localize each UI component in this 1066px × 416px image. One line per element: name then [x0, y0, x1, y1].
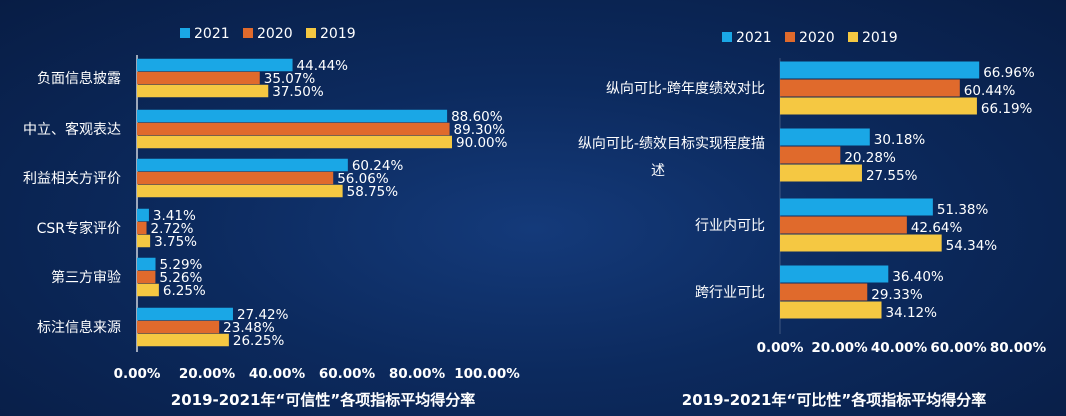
value-label: 3.75%	[154, 234, 197, 250]
bar-2019-0	[780, 97, 977, 115]
value-label: 60.44%	[964, 83, 1016, 99]
bar-2021-1	[137, 109, 448, 123]
legend-label-2021: 2021	[736, 30, 772, 46]
legend-swatch-2020	[785, 32, 795, 42]
bar-2019-2	[780, 234, 942, 252]
category-label: CSR专家评价	[37, 220, 121, 237]
legend-label-2020: 2020	[257, 26, 293, 42]
x-tick-label: 20.00%	[179, 366, 236, 382]
bar-2020-1	[780, 146, 841, 164]
bar-2021-0	[780, 61, 980, 79]
x-tick-label: 100.00%	[454, 366, 520, 382]
value-label: 44.44%	[297, 58, 349, 74]
credibility-chart: 2021 2020 2019 44.44%35.07%37.50% 负面信息披露 88.6…	[23, 26, 520, 409]
bar-2020-0	[780, 79, 960, 97]
category-label: 跨行业可比	[695, 285, 765, 301]
legend-label-2021: 2021	[194, 26, 230, 42]
x-tick-label: 40.00%	[871, 340, 928, 356]
value-label: 27.55%	[866, 168, 918, 184]
legend-swatch-2021	[722, 32, 732, 42]
bar-2021-0	[137, 58, 293, 72]
bar-2019-1	[780, 164, 862, 182]
value-label: 34.12%	[886, 305, 938, 321]
bar-2020-1	[137, 122, 450, 136]
category-label: 标注信息来源	[37, 319, 121, 336]
value-label: 20.28%	[844, 150, 896, 166]
bar-2020-3	[780, 283, 868, 301]
bar-2021-2	[780, 198, 933, 216]
bar-2021-3	[780, 265, 889, 283]
bar-2021-1	[780, 128, 870, 146]
legend-swatch-2020	[243, 28, 253, 38]
value-label: 89.30%	[454, 122, 506, 138]
category-label: 中立、客观表达	[23, 121, 121, 138]
value-label: 51.38%	[937, 202, 989, 218]
category-label: 利益相关方评价	[23, 171, 121, 187]
bar-2021-4	[137, 257, 156, 271]
value-label: 37.50%	[272, 84, 324, 100]
category-label-continued: 述	[651, 163, 665, 179]
legend-label-2019: 2019	[320, 26, 356, 42]
category-label: 纵向可比-跨年度绩效对比	[606, 81, 765, 97]
value-label: 5.29%	[160, 257, 203, 273]
bar-2020-2	[137, 171, 334, 185]
value-label: 2.72%	[151, 221, 194, 237]
x-tick-label: 60.00%	[319, 366, 376, 382]
legend-swatch-2019	[306, 28, 316, 38]
value-label: 35.07%	[264, 71, 316, 87]
x-tick-label: 0.00%	[757, 340, 804, 356]
bar-2020-2	[780, 216, 907, 234]
value-label: 5.26%	[159, 270, 202, 286]
legend-label-2019: 2019	[862, 30, 898, 46]
x-tick-label: 20.00%	[811, 340, 868, 356]
bar-2020-5	[137, 320, 220, 334]
bar-2021-2	[137, 158, 348, 172]
legend-label-2020: 2020	[799, 30, 835, 46]
bar-2019-3	[780, 301, 882, 319]
value-label: 23.48%	[223, 320, 275, 336]
category-label: 纵向可比-绩效目标实现程度描	[578, 136, 765, 152]
value-label: 66.19%	[981, 101, 1033, 117]
bar-2019-2	[137, 184, 343, 198]
value-label: 26.25%	[233, 333, 285, 349]
bar-2021-5	[137, 307, 233, 321]
value-label: 3.41%	[153, 208, 196, 224]
value-label: 27.42%	[237, 307, 289, 323]
value-label: 60.24%	[352, 158, 404, 174]
bar-2020-0	[137, 71, 260, 85]
value-label: 36.40%	[892, 269, 944, 285]
bar-2019-1	[137, 135, 452, 149]
value-label: 29.33%	[871, 287, 923, 303]
value-label: 90.00%	[456, 135, 508, 151]
value-label: 88.60%	[451, 109, 503, 125]
x-tick-label: 80.00%	[389, 366, 446, 382]
legend-swatch-2021	[180, 28, 190, 38]
bar-2019-3	[137, 234, 151, 248]
x-tick-label: 40.00%	[249, 366, 306, 382]
category-label: 行业内可比	[695, 218, 765, 234]
chart-title: 2019-2021年“可信性”各项指标平均得分率	[171, 391, 475, 409]
bar-2019-0	[137, 84, 269, 98]
bar-2019-4	[137, 283, 159, 297]
value-label: 58.75%	[347, 184, 399, 200]
bar-2021-3	[137, 208, 149, 222]
bar-2019-5	[137, 333, 229, 347]
value-label: 30.18%	[874, 132, 926, 148]
value-label: 56.06%	[337, 171, 389, 187]
bar-2020-4	[137, 270, 156, 284]
comparability-chart: 2021 2020 2019 66.96% 60.44% 66.19% 纵向可比-跨年度绩效…	[578, 30, 1047, 409]
value-label: 42.64%	[911, 220, 963, 236]
category-label: 第三方审验	[51, 269, 121, 286]
x-tick-label: 60.00%	[930, 340, 987, 356]
chart-title: 2019-2021年“可比性”各项指标平均得分率	[682, 391, 986, 409]
bar-2020-3	[137, 221, 147, 235]
x-tick-label: 0.00%	[114, 366, 161, 382]
value-label: 66.96%	[983, 65, 1035, 81]
value-label: 6.25%	[163, 283, 206, 299]
legend-swatch-2019	[848, 32, 858, 42]
x-tick-label: 80.00%	[990, 340, 1047, 356]
value-label: 54.34%	[946, 238, 998, 254]
category-label: 负面信息披露	[37, 70, 121, 87]
